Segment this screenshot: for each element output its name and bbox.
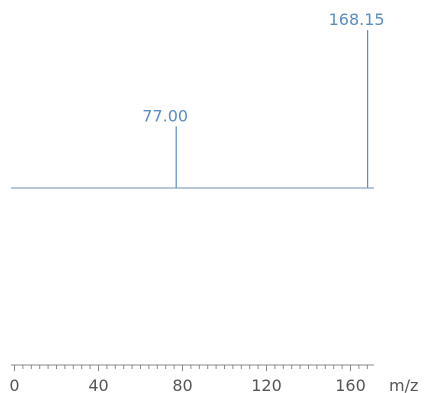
peaks-group: 77.00 168.15 — [142, 10, 385, 188]
x-tick-label: 40 — [88, 376, 108, 393]
peak-label-1: 168.15 — [329, 10, 385, 29]
x-tick-label: 0 — [9, 376, 19, 393]
x-tick-label: 120 — [251, 376, 282, 393]
x-axis-ticks: 0 40 80 120 160 — [9, 365, 368, 393]
x-tick-label: 80 — [172, 376, 192, 393]
peak-label-0: 77.00 — [142, 106, 188, 125]
x-tick-label: 160 — [335, 376, 366, 393]
x-axis-label: m/z — [389, 376, 418, 393]
